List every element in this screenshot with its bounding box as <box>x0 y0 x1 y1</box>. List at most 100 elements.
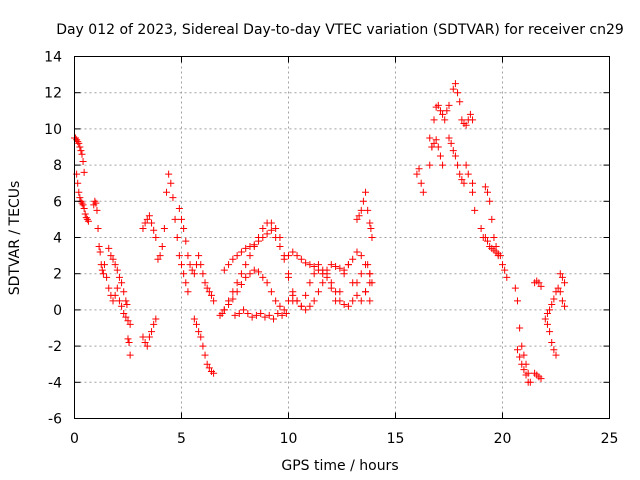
data-point <box>274 310 282 318</box>
x-tick-label: 10 <box>280 431 298 447</box>
y-tick-label: 6 <box>53 194 62 210</box>
data-point <box>458 116 466 124</box>
data-point <box>103 273 111 281</box>
data-point <box>257 310 265 318</box>
data-point <box>263 230 271 238</box>
data-point <box>272 224 280 232</box>
data-point <box>413 170 421 178</box>
data-point <box>154 255 162 263</box>
data-point <box>344 302 352 310</box>
data-point <box>285 273 292 281</box>
data-point <box>340 300 348 308</box>
data-point <box>449 85 457 93</box>
data-point <box>417 179 425 187</box>
data-point <box>327 261 335 269</box>
data-point <box>357 206 365 214</box>
data-point <box>152 315 160 323</box>
data-point <box>173 234 181 241</box>
data-point <box>267 219 275 227</box>
data-point <box>302 291 310 299</box>
data-point <box>210 369 218 377</box>
data-point <box>188 266 196 274</box>
data-point <box>543 320 551 328</box>
data-point <box>72 134 80 142</box>
data-point <box>362 188 370 196</box>
data-point <box>225 261 233 269</box>
data-point <box>522 371 530 379</box>
data-point <box>120 310 128 318</box>
data-point <box>148 328 156 336</box>
data-point <box>255 237 263 245</box>
data-point <box>366 270 374 278</box>
data-point <box>513 346 521 354</box>
data-point <box>77 147 85 155</box>
data-point <box>451 80 459 88</box>
data-point <box>145 212 153 220</box>
data-point <box>336 297 344 305</box>
data-point <box>520 366 528 374</box>
data-point <box>184 288 192 296</box>
data-point <box>182 237 190 245</box>
data-point <box>558 297 566 305</box>
data-point <box>229 255 237 263</box>
data-point <box>171 215 179 223</box>
data-point <box>118 302 126 310</box>
data-point <box>306 279 314 287</box>
data-point <box>190 270 198 278</box>
data-point <box>353 248 361 256</box>
data-point <box>126 320 134 328</box>
y-tick-label: 8 <box>53 158 62 174</box>
data-point <box>178 261 185 269</box>
data-point <box>336 264 344 272</box>
data-point <box>115 297 123 305</box>
data-point <box>511 284 519 292</box>
data-point <box>150 320 158 328</box>
data-point <box>357 252 365 260</box>
data-point <box>430 139 438 147</box>
data-point <box>297 302 305 310</box>
data-point <box>302 259 310 267</box>
data-point <box>426 161 434 169</box>
data-point <box>541 315 549 323</box>
data-point <box>454 89 462 97</box>
data-point <box>261 313 269 321</box>
data-point <box>520 351 528 359</box>
data-point <box>207 291 215 299</box>
x-tick-label: 0 <box>70 431 79 447</box>
data-point <box>240 306 248 314</box>
data-point <box>120 288 128 296</box>
x-tick-labels: 0 5 10 15 20 25 <box>70 431 618 447</box>
data-point <box>143 215 151 223</box>
data-point <box>355 212 363 220</box>
y-tick-label: 14 <box>44 50 62 66</box>
data-point <box>297 255 305 263</box>
data-point <box>546 306 554 314</box>
data-point <box>139 333 147 341</box>
data-point <box>242 261 250 269</box>
data-point <box>550 295 558 303</box>
data-point <box>426 134 434 142</box>
x-tick-label: 20 <box>494 431 512 447</box>
data-points <box>71 80 569 386</box>
data-point <box>293 252 301 260</box>
data-point <box>178 215 185 223</box>
data-point <box>184 252 192 260</box>
data-point <box>367 224 375 232</box>
data-point <box>197 333 205 341</box>
data-point <box>246 270 254 278</box>
data-point <box>105 284 113 292</box>
data-point <box>548 300 556 308</box>
data-point <box>109 255 117 263</box>
data-point <box>434 143 442 151</box>
data-point <box>445 101 453 109</box>
data-point <box>272 297 280 305</box>
data-point <box>488 215 496 223</box>
data-point <box>306 302 314 310</box>
data-point <box>94 224 102 232</box>
data-point <box>124 335 132 343</box>
data-point <box>220 266 228 274</box>
data-point <box>79 157 87 165</box>
data-point <box>111 291 119 299</box>
data-point <box>456 170 464 178</box>
